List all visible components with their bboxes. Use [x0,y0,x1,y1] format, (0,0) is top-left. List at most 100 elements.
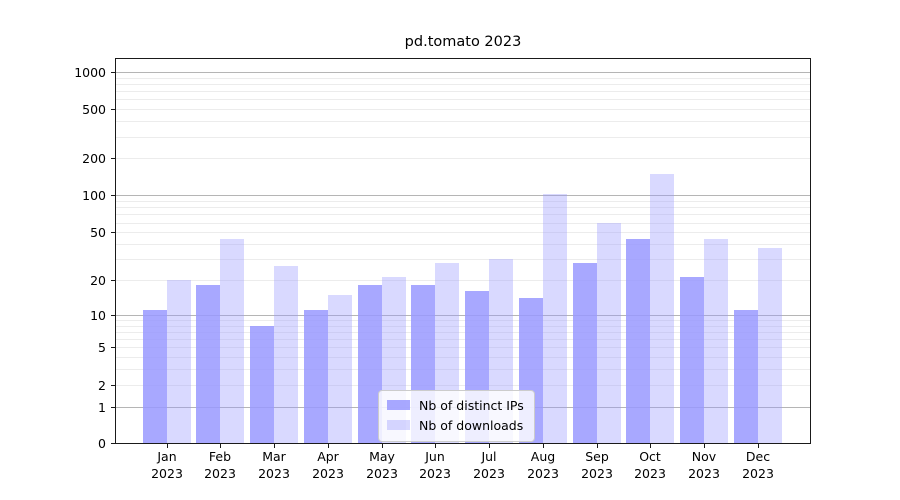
y-tick-label: 50 [90,225,106,240]
bar-downloads-mar [274,266,298,443]
minor-gridline [116,158,810,159]
y-tick-label: 100 [82,188,106,203]
x-tick-year: 2023 [581,465,613,481]
x-tick-label: Apr 2023 [298,449,358,482]
y-tick-mark [111,347,115,348]
bar-distinct-ips-nov [680,277,704,443]
y-tick-mark [111,109,115,110]
y-tick-label: 200 [82,151,106,166]
y-tick-mark [111,443,115,444]
minor-gridline [116,84,810,85]
legend-entry-distinct-ips: Nb of distinct IPs [387,395,524,415]
y-tick-label: 1 [98,400,106,415]
x-tick-label: Feb 2023 [190,449,250,482]
y-tick-mark [111,158,115,159]
x-tick-year: 2023 [204,465,236,481]
minor-gridline [116,320,810,321]
minor-gridline [116,339,810,340]
major-gridline [116,315,810,316]
y-tick-label: 10 [90,308,106,323]
bar-downloads-oct [650,174,674,443]
legend-entry-downloads: Nb of downloads [387,415,524,435]
x-tick-month: Aug [530,449,556,464]
major-gridline [116,195,810,196]
minor-gridline [116,385,810,386]
x-tick-month: Jul [481,449,497,464]
legend: Nb of distinct IPs Nb of downloads [378,390,535,442]
x-tick-month: Nov [691,449,717,464]
minor-gridline [116,99,810,100]
y-tick-label: 20 [90,273,106,288]
x-tick-label: Sep 2023 [567,449,627,482]
x-tick-label: Jun 2023 [405,449,465,482]
y-tick-mark [111,315,115,316]
x-tick-month: Mar [262,449,286,464]
bar-distinct-ips-oct [626,239,650,443]
minor-gridline [116,78,810,79]
minor-gridline [116,137,810,138]
x-tick-year: 2023 [688,465,720,481]
minor-gridline [116,207,810,208]
bar-downloads-apr [328,295,352,443]
x-tick-mark [650,444,651,448]
x-tick-label: Dec 2023 [728,449,788,482]
minor-gridline [116,109,810,110]
y-tick-mark [111,72,115,73]
x-tick-year: 2023 [742,465,774,481]
x-tick-month: Sep [585,449,609,464]
x-tick-label: Aug 2023 [513,449,573,482]
y-tick-mark [111,195,115,196]
x-tick-year: 2023 [473,465,505,481]
minor-gridline [116,259,810,260]
minor-gridline [116,121,810,122]
bar-downloads-feb [220,239,244,443]
minor-gridline [116,369,810,370]
x-tick-label: May 2023 [352,449,412,482]
y-tick-label: 1000 [74,65,106,80]
minor-gridline [116,214,810,215]
x-tick-year: 2023 [151,465,183,481]
y-tick-mark [111,232,115,233]
minor-gridline [116,326,810,327]
x-tick-mark [543,444,544,448]
minor-gridline [116,91,810,92]
x-tick-label: Jan 2023 [137,449,197,482]
minor-gridline [116,244,810,245]
y-tick-mark [111,280,115,281]
x-tick-mark [704,444,705,448]
y-tick-mark [111,385,115,386]
bar-distinct-ips-jan [143,310,167,443]
major-gridline [116,72,810,73]
minor-gridline [116,332,810,333]
x-tick-label: Jul 2023 [459,449,519,482]
x-tick-label: Mar 2023 [244,449,304,482]
y-tick-label: 500 [82,102,106,117]
plot-area: Nb of distinct IPs Nb of downloads [115,58,811,444]
minor-gridline [116,280,810,281]
legend-swatch-downloads [387,420,410,430]
y-tick-label: 2 [98,378,106,393]
x-tick-label: Nov 2023 [674,449,734,482]
minor-gridline [116,357,810,358]
x-tick-mark [597,444,598,448]
x-tick-year: 2023 [366,465,398,481]
y-tick-mark [111,407,115,408]
legend-label-distinct-ips: Nb of distinct IPs [419,397,524,413]
bar-distinct-ips-sep [573,263,597,443]
x-tick-mark [220,444,221,448]
bar-downloads-nov [704,239,728,443]
x-tick-year: 2023 [419,465,451,481]
x-tick-mark [328,444,329,448]
legend-label-downloads: Nb of downloads [419,417,524,433]
x-tick-month: Apr [317,449,339,464]
bar-distinct-ips-mar [250,326,274,443]
x-tick-mark [758,444,759,448]
y-tick-label: 5 [98,340,106,355]
x-tick-mark [435,444,436,448]
x-tick-mark [167,444,168,448]
x-tick-month: May [369,449,395,464]
x-tick-year: 2023 [258,465,290,481]
x-tick-month: Jun [425,449,445,464]
bar-distinct-ips-apr [304,310,328,443]
